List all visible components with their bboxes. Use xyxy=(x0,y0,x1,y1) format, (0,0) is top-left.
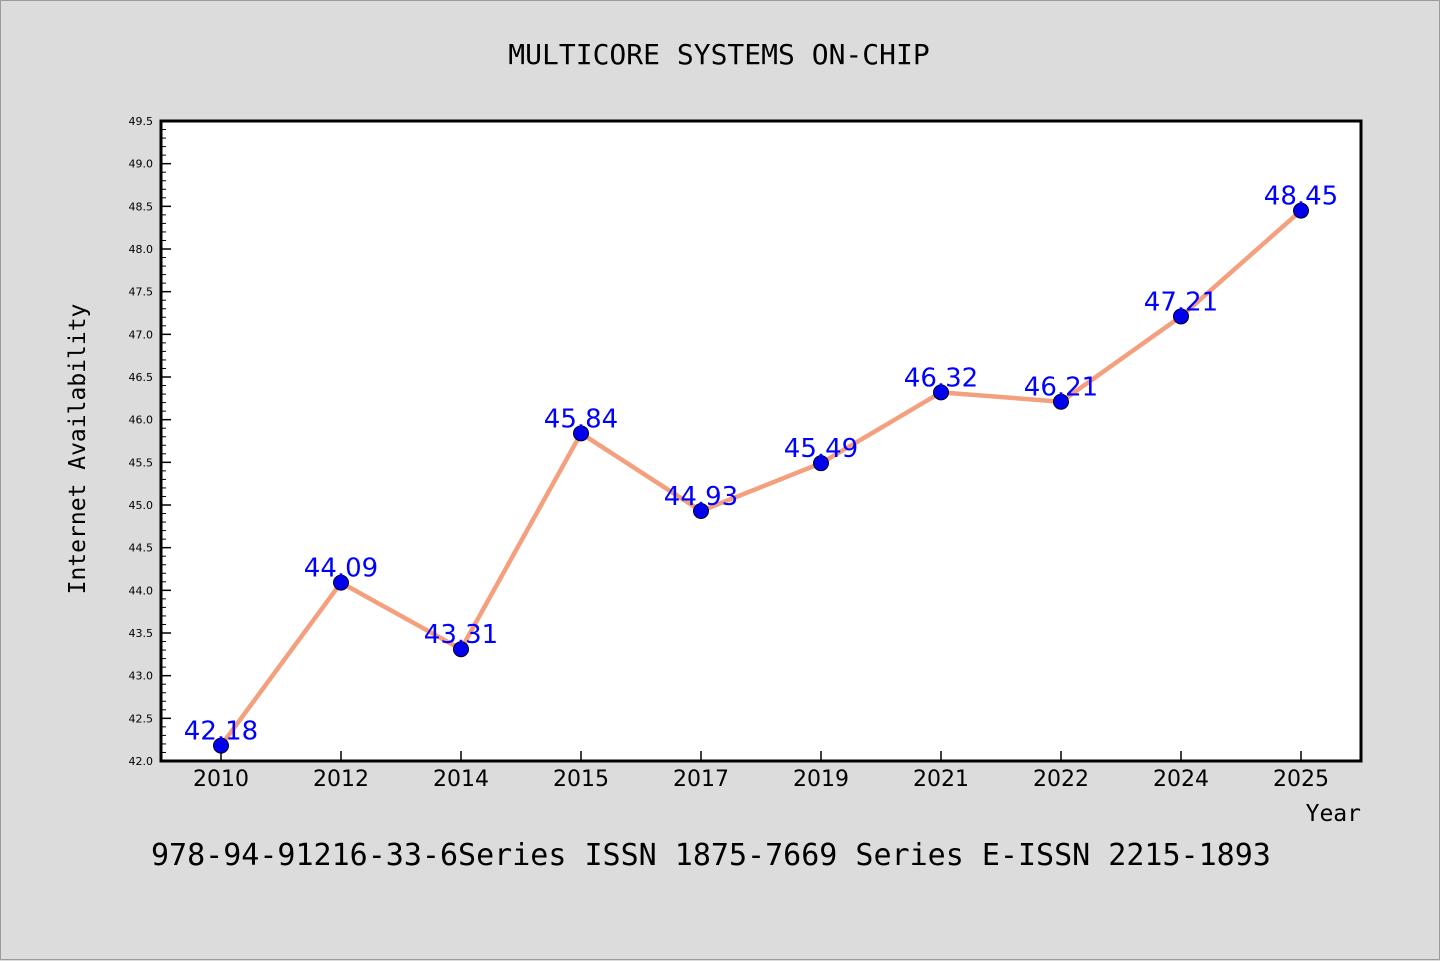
series: 42.18 44.09 43.31 45.84 44.93 45.49 46.32 46.21… xyxy=(184,182,1338,754)
x-tick-label: 2010 xyxy=(193,767,249,792)
y-tick-label: 42.0 xyxy=(129,755,154,768)
y-tick-label: 49.0 xyxy=(129,158,154,171)
data-label: 45.49 xyxy=(784,434,858,464)
x-tick-label: 2014 xyxy=(433,767,489,792)
y-tick-label: 44.5 xyxy=(129,542,154,555)
data-label: 44.09 xyxy=(304,554,378,584)
y-tick-label: 42.5 xyxy=(129,712,154,725)
y-tick-label: 44.0 xyxy=(129,584,154,597)
data-label: 44.93 xyxy=(664,482,738,512)
y-tick-label: 48.5 xyxy=(129,200,154,213)
x-tick-label: 2022 xyxy=(1033,767,1089,792)
data-point xyxy=(333,574,349,591)
data-label: 43.31 xyxy=(424,620,498,650)
y-tick-label: 48.0 xyxy=(129,243,154,256)
data-point xyxy=(453,641,469,658)
y-axis: 42.0 42.5 43.0 43.5 44.0 44.5 45.0 45.5 46.0 46.5… xyxy=(129,115,171,768)
y-tick-label: 45.0 xyxy=(129,499,154,512)
y-tick-label: 46.5 xyxy=(129,371,154,384)
chart-title: MULTICORE SYSTEMS ON-CHIP xyxy=(508,38,929,71)
data-label: 48.45 xyxy=(1264,182,1338,212)
x-axis: 2010 2012 2014 2015 2017 2019 2021 2022 2024 2025 xyxy=(193,751,1329,792)
x-tick-label: 2021 xyxy=(913,767,969,792)
data-label: 47.21 xyxy=(1144,287,1218,317)
x-axis-label: Year xyxy=(1306,801,1361,827)
y-tick-label: 43.0 xyxy=(129,670,154,683)
x-tick-label: 2017 xyxy=(673,767,729,792)
y-tick-label: 43.5 xyxy=(129,627,154,640)
data-label: 46.21 xyxy=(1024,373,1098,403)
data-point xyxy=(813,455,829,472)
data-point xyxy=(693,502,709,519)
data-point xyxy=(1173,308,1189,325)
x-tick-label: 2024 xyxy=(1153,767,1209,792)
x-tick-label: 2012 xyxy=(313,767,369,792)
data-label: 45.84 xyxy=(544,404,618,434)
y-tick-label: 47.5 xyxy=(129,286,154,299)
y-tick-label: 49.5 xyxy=(129,115,154,128)
data-point xyxy=(1293,202,1309,219)
series-line xyxy=(219,208,1303,747)
data-point xyxy=(573,425,589,442)
plot-area xyxy=(159,119,1363,763)
y-tick-label: 46.0 xyxy=(129,414,154,427)
footer-isbn-issn: 978-94-91216-33-6Series ISSN 1875-7669 S… xyxy=(151,838,1271,873)
data-point xyxy=(933,384,949,401)
data-point xyxy=(213,737,229,754)
y-tick-label: 47.0 xyxy=(129,328,154,341)
x-tick-label: 2019 xyxy=(793,767,849,792)
data-point xyxy=(1053,393,1069,410)
x-tick-label: 2015 xyxy=(553,767,609,792)
data-label: 46.32 xyxy=(904,363,978,393)
data-label: 42.18 xyxy=(184,717,258,747)
x-tick-label: 2025 xyxy=(1273,767,1329,792)
y-tick-label: 45.5 xyxy=(129,456,154,469)
y-axis-label: Internet Availability xyxy=(65,304,91,595)
